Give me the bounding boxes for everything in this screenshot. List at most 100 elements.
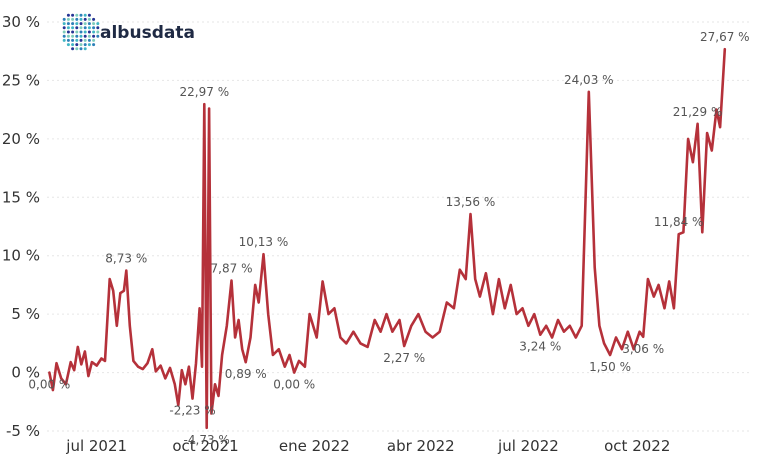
y-tick-label: 5 % <box>11 305 40 323</box>
logo-mark-icon <box>62 13 100 51</box>
logo-dot <box>83 17 87 21</box>
logo-dot <box>75 43 79 47</box>
logo-dot <box>71 38 75 42</box>
series-line <box>48 47 727 430</box>
x-tick-label: oct 2022 <box>604 437 670 455</box>
x-tick-label: jul 2021 <box>65 437 127 455</box>
data-label: 7,87 % <box>211 262 253 276</box>
logo-dot <box>75 34 79 38</box>
logo-dot <box>71 34 75 38</box>
series-layer <box>48 47 727 430</box>
logo-dot <box>79 26 83 30</box>
logo-dot <box>71 43 75 47</box>
data-label: 24,03 % <box>564 73 614 87</box>
brand-logo: albusdata <box>62 13 195 51</box>
logo-dot <box>92 30 96 34</box>
logo-dot <box>83 43 87 47</box>
logo-dot <box>75 13 79 17</box>
y-tick-label: 30 % <box>2 13 40 31</box>
data-label: 21,29 % <box>673 105 723 119</box>
logo-dot <box>62 22 66 26</box>
logo-dot <box>66 34 70 38</box>
data-label: 22,97 % <box>180 85 230 99</box>
logo-dot <box>75 22 79 26</box>
logo-dot <box>92 26 96 30</box>
data-label: 10,13 % <box>239 235 289 249</box>
x-tick-label: abr 2022 <box>387 437 455 455</box>
data-label: 27,67 % <box>700 30 750 44</box>
logo-dot <box>71 22 75 26</box>
data-label: 1,50 % <box>589 360 631 374</box>
logo-dot <box>92 43 96 47</box>
logo-dot <box>66 38 70 42</box>
logo-dot <box>62 38 66 42</box>
logo-dot <box>79 30 83 34</box>
logo-dot <box>66 30 70 34</box>
logo-dot <box>62 34 66 38</box>
logo-dot <box>87 22 91 26</box>
data-labels: 0,00 % 8,73 % -2,23 % 22,97 % -4,73 % 7,87 % 0… <box>28 30 749 447</box>
logo-dot <box>87 34 91 38</box>
logo-dot <box>96 22 100 26</box>
logo-dot <box>92 34 96 38</box>
logo-dot <box>62 26 66 30</box>
data-label: 0,00 % <box>28 378 70 392</box>
logo-dot <box>66 17 70 21</box>
logo-dot <box>79 38 83 42</box>
logo-dot <box>62 30 66 34</box>
logo-dot <box>79 43 83 47</box>
logo-dot <box>87 17 91 21</box>
logo-dot <box>66 13 70 17</box>
logo-dot <box>66 22 70 26</box>
x-tick-label: ene 2022 <box>279 437 350 455</box>
logo-dot <box>83 38 87 42</box>
y-tick-label: 20 % <box>2 130 40 148</box>
logo-dot <box>83 13 87 17</box>
logo-dot <box>75 17 79 21</box>
logo-dot <box>75 47 79 51</box>
logo-dot <box>83 22 87 26</box>
y-tick-label: 10 % <box>2 247 40 265</box>
logo-dot <box>87 26 91 30</box>
data-label: 2,27 % <box>383 351 425 365</box>
y-tick-label: 15 % <box>2 188 40 206</box>
logo-dot <box>92 38 96 42</box>
logo-dot <box>79 22 83 26</box>
logo-dot <box>83 47 87 51</box>
logo-dot <box>96 26 100 30</box>
logo-dot <box>87 38 91 42</box>
x-axis-ticks: jul 2021 oct 2021 ene 2022 abr 2022 jul 2022… <box>65 437 670 455</box>
logo-dot <box>66 26 70 30</box>
logo-dot <box>87 43 91 47</box>
logo-dot <box>79 34 83 38</box>
logo-dot <box>87 13 91 17</box>
logo-dot <box>79 17 83 21</box>
logo-dot <box>92 17 96 21</box>
y-axis-ticks: -5 % 0 % 5 % 10 % 15 % 20 % 25 % 30 % <box>2 13 40 440</box>
data-label: 13,56 % <box>446 195 496 209</box>
logo-dot <box>71 30 75 34</box>
logo-dot <box>71 47 75 51</box>
data-label: -2,23 % <box>169 404 215 418</box>
data-label: 11,84 % <box>654 215 704 229</box>
data-label: 8,73 % <box>105 252 147 266</box>
y-tick-label: 25 % <box>2 71 40 89</box>
logo-dot <box>83 30 87 34</box>
logo-dot <box>75 38 79 42</box>
data-label: 3,24 % <box>519 340 561 354</box>
logo-dot <box>79 13 83 17</box>
logo-dot <box>96 30 100 34</box>
data-label: 3,06 % <box>622 342 664 356</box>
data-label: 0,00 % <box>273 378 315 392</box>
logo-dot <box>79 47 83 51</box>
logo-dot <box>71 13 75 17</box>
logo-dot <box>83 26 87 30</box>
logo-dot <box>75 26 79 30</box>
data-label: 0,89 % <box>225 367 267 381</box>
logo-dot <box>71 17 75 21</box>
brand-name: albusdata <box>100 23 195 43</box>
data-label: -4,73 % <box>184 433 230 447</box>
x-tick-label: oct 2021 <box>172 437 238 455</box>
